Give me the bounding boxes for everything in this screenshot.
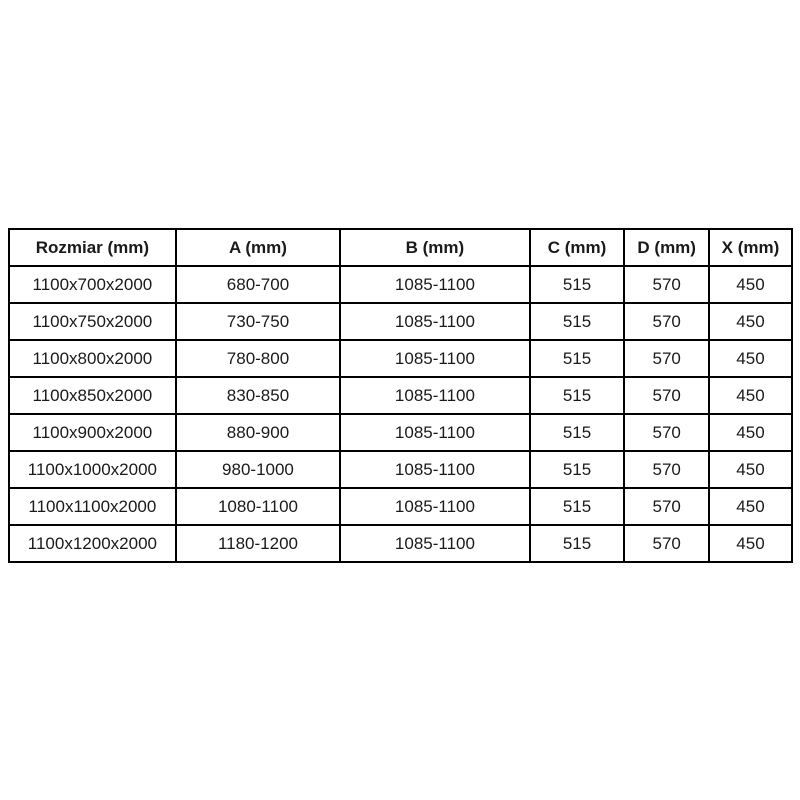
table-cell: 570 [623,450,710,489]
table-cell: 730-750 [174,302,342,341]
table-row: 1100x800x2000 780-800 1085-1100 515 570 450 [8,339,794,378]
table-cell: 570 [623,376,710,415]
column-header: D (mm) [623,228,710,267]
table-cell: 1085-1100 [339,450,531,489]
column-header: C (mm) [528,228,626,267]
table-cell: 515 [528,413,626,452]
table-cell: 570 [623,339,710,378]
table-body: 1100x700x2000 680-700 1085-1100 515 570 450 11… [8,265,794,563]
table-cell: 830-850 [174,376,342,415]
table-cell: 1085-1100 [339,265,531,304]
table-header: Rozmiar (mm) A (mm) B (mm) C (mm) D (mm) X (m… [8,228,794,267]
table-cell: 450 [707,339,794,378]
table-row: 1100x700x2000 680-700 1085-1100 515 570 450 [8,265,794,304]
table-cell: 1085-1100 [339,302,531,341]
table-cell: 1180-1200 [174,524,342,563]
table-cell: 1085-1100 [339,524,531,563]
table-cell: 570 [623,413,710,452]
table-cell: 1100x1200x2000 [8,524,177,563]
column-header: X (mm) [707,228,794,267]
table-row: 1100x850x2000 830-850 1085-1100 515 570 450 [8,376,794,415]
table-cell: 1080-1100 [174,487,342,526]
table-cell: 980-1000 [174,450,342,489]
table-cell: 1085-1100 [339,376,531,415]
table-cell: 1100x900x2000 [8,413,177,452]
table-cell: 570 [623,524,710,563]
table-cell: 680-700 [174,265,342,304]
table-cell: 450 [707,265,794,304]
column-header: A (mm) [174,228,342,267]
column-header: Rozmiar (mm) [8,228,177,267]
table-cell: 1085-1100 [339,487,531,526]
table-cell: 450 [707,450,794,489]
table-cell: 1100x800x2000 [8,339,177,378]
table-cell: 515 [528,376,626,415]
table-cell: 1100x1000x2000 [8,450,177,489]
table-cell: 570 [623,487,710,526]
table-cell: 1100x750x2000 [8,302,177,341]
table-row: 1100x1000x2000 980-1000 1085-1100 515 570 450 [8,450,794,489]
table-cell: 450 [707,524,794,563]
table-cell: 450 [707,487,794,526]
table-cell: 1085-1100 [339,339,531,378]
table-cell: 515 [528,487,626,526]
table-cell: 1085-1100 [339,413,531,452]
table-cell: 780-800 [174,339,342,378]
table-cell: 515 [528,265,626,304]
size-dimensions-table: Rozmiar (mm) A (mm) B (mm) C (mm) D (mm) X (m… [8,228,794,563]
table-row: 1100x900x2000 880-900 1085-1100 515 570 450 [8,413,794,452]
table-cell: 515 [528,339,626,378]
table-row: 1100x1100x2000 1080-1100 1085-1100 515 570 45… [8,487,794,526]
table-cell: 570 [623,302,710,341]
table-cell: 1100x850x2000 [8,376,177,415]
table-cell: 450 [707,376,794,415]
table-cell: 1100x700x2000 [8,265,177,304]
column-header: B (mm) [339,228,531,267]
table-cell: 1100x1100x2000 [8,487,177,526]
table-cell: 570 [623,265,710,304]
table-cell: 515 [528,450,626,489]
table-cell: 450 [707,302,794,341]
table-row: 1100x1200x2000 1180-1200 1085-1100 515 570 45… [8,524,794,563]
table-cell: 880-900 [174,413,342,452]
table-row: 1100x750x2000 730-750 1085-1100 515 570 450 [8,302,794,341]
table-cell: 450 [707,413,794,452]
table-cell: 515 [528,302,626,341]
header-row: Rozmiar (mm) A (mm) B (mm) C (mm) D (mm) X (m… [8,228,794,267]
table-cell: 515 [528,524,626,563]
